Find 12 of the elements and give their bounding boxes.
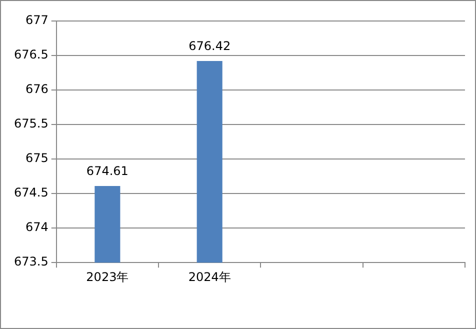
y-tick-label: 675: [25, 151, 48, 166]
y-tick-label: 676: [25, 82, 48, 96]
x-tick-label: 2023年: [86, 270, 129, 284]
y-tick-label: 675.5: [14, 116, 48, 131]
data-label: 676.42: [188, 39, 231, 54]
data-label: 674.61: [86, 164, 128, 178]
x-tick-label: 2024年: [188, 270, 231, 284]
y-tick-label: 674: [25, 220, 48, 234]
y-tick-label: 676.5: [14, 48, 48, 62]
y-tick-label: 674.5: [14, 186, 48, 200]
y-tick-label: 677: [25, 13, 48, 28]
y-tick-label: 673.5: [14, 254, 48, 269]
